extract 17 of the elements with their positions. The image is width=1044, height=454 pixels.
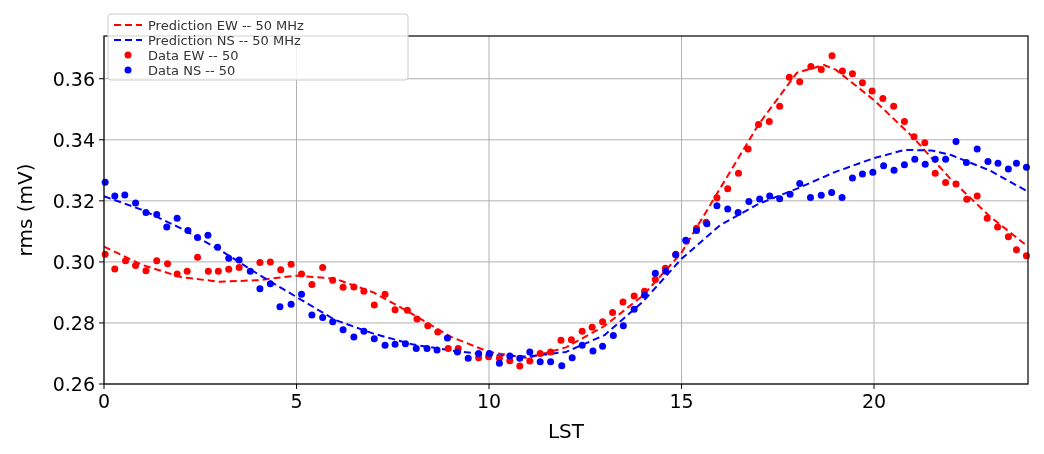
y-tick-label: 0.30 (52, 250, 95, 273)
y-tick-label: 0.28 (52, 311, 95, 334)
x-tick-label: 0 (97, 390, 111, 412)
y-tick-label: 0.32 (52, 189, 95, 212)
y-tick-label: 0.26 (52, 373, 95, 395)
y-tick-label: 0.36 (52, 67, 95, 90)
x-tick-label: 20 (861, 390, 887, 412)
legend-label: Data NS -- 50 (148, 63, 236, 78)
y-tick-label: 0.34 (52, 128, 95, 151)
y-axis-title: rms (mV) (13, 163, 37, 257)
x-tick-label: 5 (290, 390, 303, 412)
x-tick-label: 15 (669, 390, 694, 412)
legend-label: Prediction EW -- 50 MHz (148, 18, 305, 33)
x-axis-title: LST (547, 419, 585, 443)
legend-label: Prediction NS -- 50 MHz (148, 33, 301, 48)
legend-label: Data EW -- 50 (148, 48, 239, 63)
x-tick-label: 10 (476, 390, 502, 412)
